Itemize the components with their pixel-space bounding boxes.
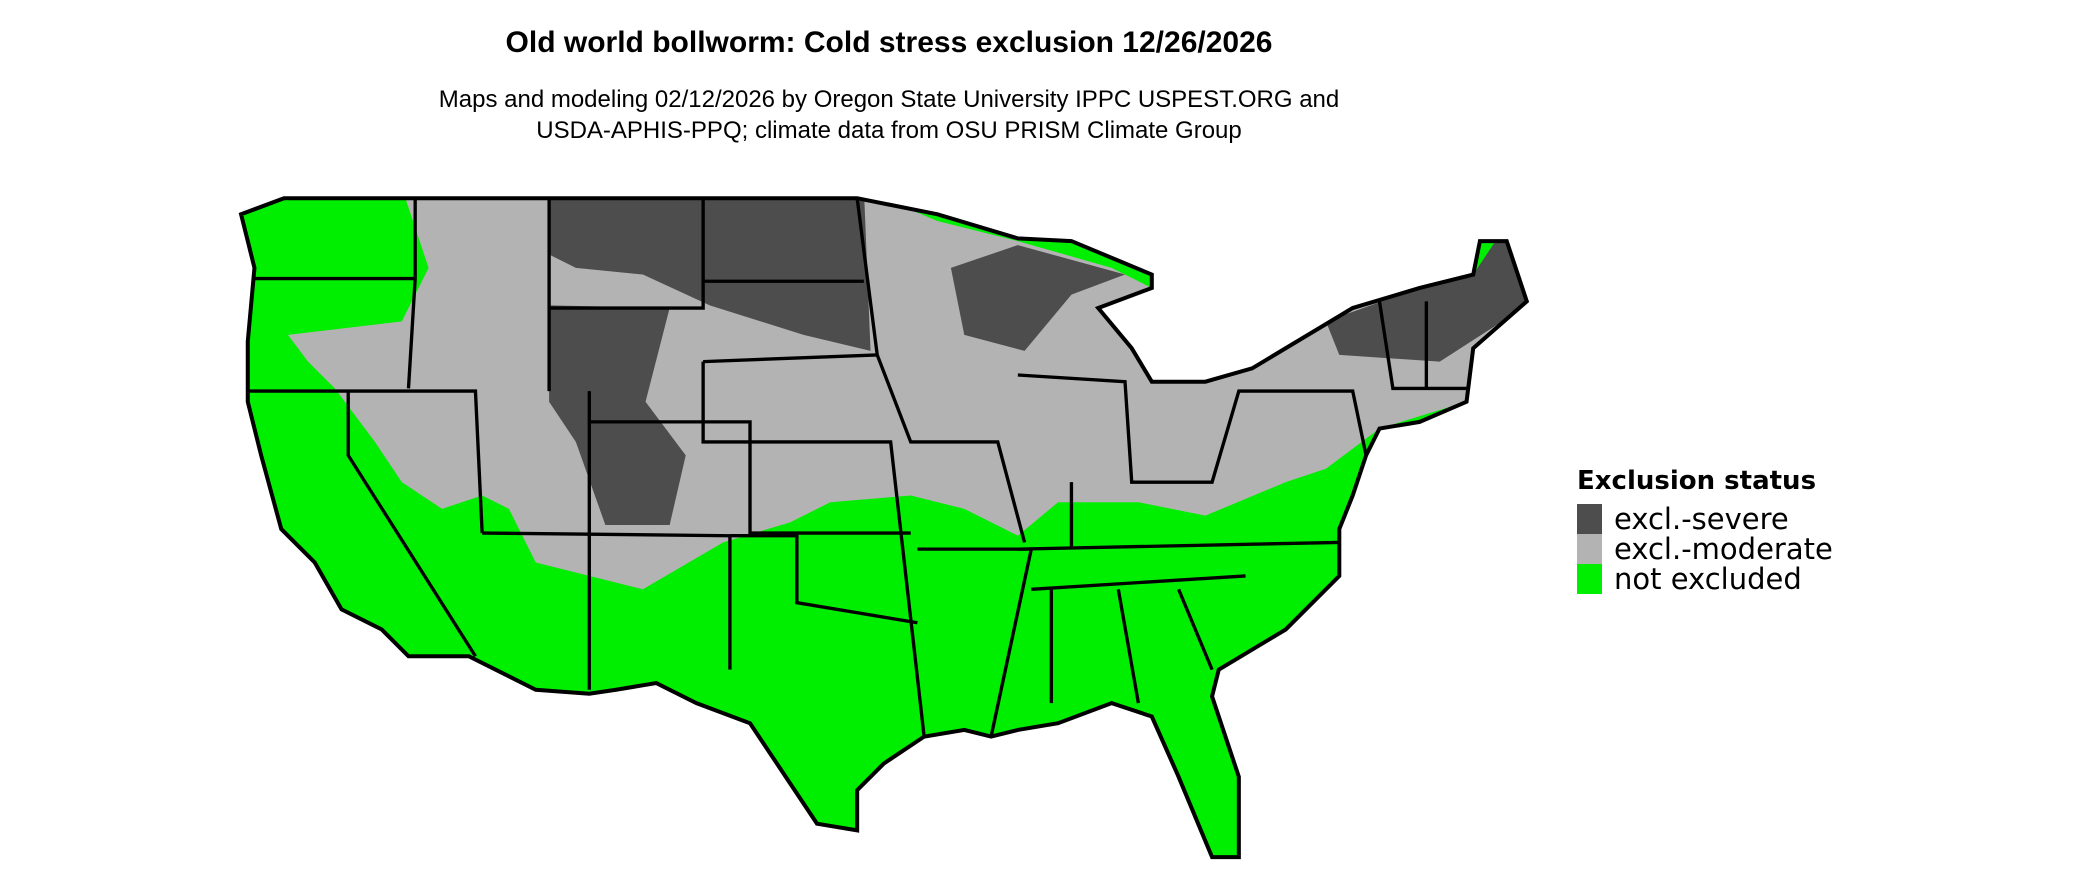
legend-label: excl.-severe: [1614, 502, 1789, 536]
legend-swatch: [1577, 534, 1602, 564]
severe-exclusion-northeast: [1325, 230, 1527, 362]
severe-exclusion-great-lakes: [950, 245, 1126, 351]
legend-label: not excluded: [1614, 562, 1802, 596]
state-borders: [247, 198, 1467, 737]
legend: Exclusion status excl.-severe excl.-mode…: [1577, 466, 1833, 596]
legend-item-severe: excl.-severe: [1577, 502, 1833, 536]
national-border: [238, 196, 1530, 860]
legend-label: excl.-moderate: [1614, 532, 1833, 566]
legend-item-not-excluded: not excluded: [1577, 562, 1833, 596]
severe-exclusion-rockies: [549, 305, 686, 526]
severe-exclusion-north-plains: [549, 198, 871, 351]
map-subtitle-line-1: Maps and modeling 02/12/2026 by Oregon S…: [438, 86, 1340, 113]
legend-swatch: [1577, 504, 1602, 534]
legend-item-moderate: excl.-moderate: [1577, 532, 1833, 566]
legend-swatch: [1577, 564, 1602, 594]
map-title: Old world bollworm: Cold stress exclusio…: [505, 26, 1273, 59]
legend-title: Exclusion status: [1577, 466, 1817, 496]
map-subtitle-line-2: USDA-APHIS-PPQ; climate data from OSU PR…: [536, 117, 1242, 144]
